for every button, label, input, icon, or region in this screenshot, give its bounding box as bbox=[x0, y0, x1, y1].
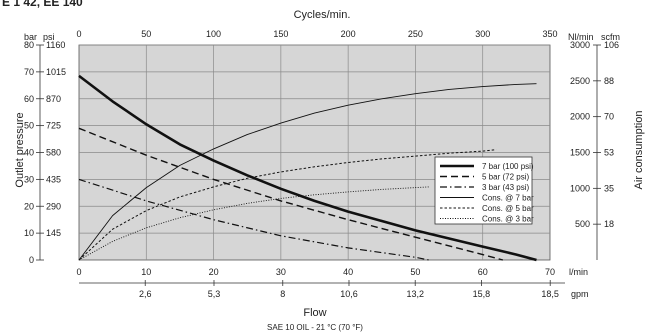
tick-label-psi: 580 bbox=[46, 148, 61, 158]
header-fragment: E 1 42, EE 140 bbox=[2, 0, 83, 9]
tick-label-lmin: 0 bbox=[76, 267, 81, 277]
tick-label-bar: 50 bbox=[24, 121, 34, 131]
tick-label-nlmin: 500 bbox=[575, 219, 590, 229]
series-group bbox=[78, 74, 537, 262]
legend-label: Cons. @ 5 bar bbox=[482, 204, 534, 213]
tick-label-nlmin: 3000 bbox=[570, 40, 590, 50]
unit-scfm: scfm bbox=[601, 32, 620, 42]
tick-label-lmin: 10 bbox=[141, 267, 151, 277]
legend-label: Cons. @ 7 bar bbox=[482, 194, 534, 203]
tick-label-nlmin: 2000 bbox=[570, 112, 590, 122]
tick-label-scfm: 35 bbox=[604, 183, 614, 193]
legend-label: Cons. @ 3 bar bbox=[482, 215, 534, 224]
unit-nlmin: Nl/min bbox=[568, 32, 594, 42]
legend-label: 3 bar (43 psi) bbox=[482, 183, 529, 192]
legend: 7 bar (100 psi) 5 bar (72 psi)3 bar (43 p… bbox=[434, 156, 534, 225]
unit-gpm: gpm bbox=[571, 289, 589, 299]
unit-psi: psi bbox=[43, 32, 55, 42]
tick-label-scfm: 88 bbox=[604, 76, 614, 86]
tick-label-gpm: 2,6 bbox=[139, 289, 152, 299]
tick-label-scfm: 106 bbox=[604, 40, 619, 50]
tick-label-lmin: 20 bbox=[209, 267, 219, 277]
tick-label-cycles: 100 bbox=[206, 29, 221, 39]
tick-label-nlmin: 2500 bbox=[570, 76, 590, 86]
tick-label-gpm: 10,6 bbox=[340, 289, 358, 299]
tick-label-nlmin: 1500 bbox=[570, 148, 590, 158]
legend-box bbox=[434, 156, 533, 225]
tick-label-psi: 1160 bbox=[46, 40, 65, 50]
tick-label-scfm: 53 bbox=[604, 148, 614, 158]
series-line-6 bbox=[78, 186, 429, 261]
unit-lmin: l/min bbox=[569, 267, 588, 277]
tick-label-bar: 30 bbox=[24, 174, 34, 184]
tick-label-bar: 10 bbox=[24, 228, 34, 238]
footnote: SAE 10 OIL - 21 °C (70 °F) bbox=[267, 323, 363, 332]
series-line-5 bbox=[78, 149, 497, 261]
tick-label-gpm: 13,2 bbox=[406, 289, 424, 299]
y-right-title: Air consumption bbox=[633, 111, 645, 190]
tick-label-psi: 725 bbox=[46, 121, 61, 131]
y-left-title: Outlet pressure bbox=[14, 112, 26, 187]
tick-label-psi: 1015 bbox=[46, 67, 66, 77]
tick-label-gpm: 18,5 bbox=[541, 289, 559, 299]
tick-label-bar: 80 bbox=[24, 40, 34, 50]
tick-label-cycles: 50 bbox=[141, 29, 151, 39]
tick-label-scfm: 18 bbox=[604, 219, 614, 229]
tick-label-lmin: 60 bbox=[478, 267, 488, 277]
tick-label-bar: 60 bbox=[24, 94, 34, 104]
tick-label-bar: 70 bbox=[24, 67, 34, 77]
x-top-title: Cycles/min. bbox=[294, 9, 351, 21]
tick-label-bar: 40 bbox=[24, 148, 34, 158]
tick-label-nlmin: 1000 bbox=[570, 183, 590, 193]
tick-label-cycles: 150 bbox=[273, 29, 288, 39]
tick-label-cycles: 250 bbox=[408, 29, 423, 39]
series-line-1 bbox=[78, 74, 537, 262]
tick-label-psi: 435 bbox=[46, 174, 61, 184]
legend-label: 5 bar (72 psi) bbox=[482, 173, 529, 182]
series-line-2 bbox=[78, 127, 504, 261]
tick-label-lmin: 40 bbox=[343, 267, 353, 277]
tick-label-scfm: 70 bbox=[604, 112, 614, 122]
tick-label-psi: 145 bbox=[46, 228, 61, 238]
tick-label-lmin: 30 bbox=[276, 267, 286, 277]
tick-label-lmin: 70 bbox=[545, 267, 555, 277]
axes: 0102030405060708014529043558072587010151… bbox=[24, 29, 619, 299]
legend-label: 7 bar (100 psi) bbox=[482, 162, 534, 171]
tick-label-cycles: 350 bbox=[542, 29, 557, 39]
tick-label-cycles: 200 bbox=[341, 29, 356, 39]
unit-bar: bar bbox=[24, 32, 37, 42]
tick-label-gpm: 8 bbox=[280, 289, 285, 299]
series-line-3 bbox=[78, 178, 430, 261]
tick-label-cycles: 0 bbox=[76, 29, 81, 39]
tick-label-gpm: 15,8 bbox=[473, 289, 491, 299]
tick-label-cycles: 300 bbox=[475, 29, 490, 39]
tick-label-psi: 290 bbox=[46, 201, 61, 211]
tick-label-lmin: 50 bbox=[410, 267, 420, 277]
tick-label-gpm: 5,3 bbox=[208, 289, 221, 299]
series-line-4 bbox=[78, 83, 537, 261]
tick-label-psi: 870 bbox=[46, 94, 61, 104]
x-title: Flow bbox=[303, 307, 326, 319]
tick-label-bar: 20 bbox=[24, 201, 34, 211]
tick-label-bar: 0 bbox=[29, 255, 34, 265]
